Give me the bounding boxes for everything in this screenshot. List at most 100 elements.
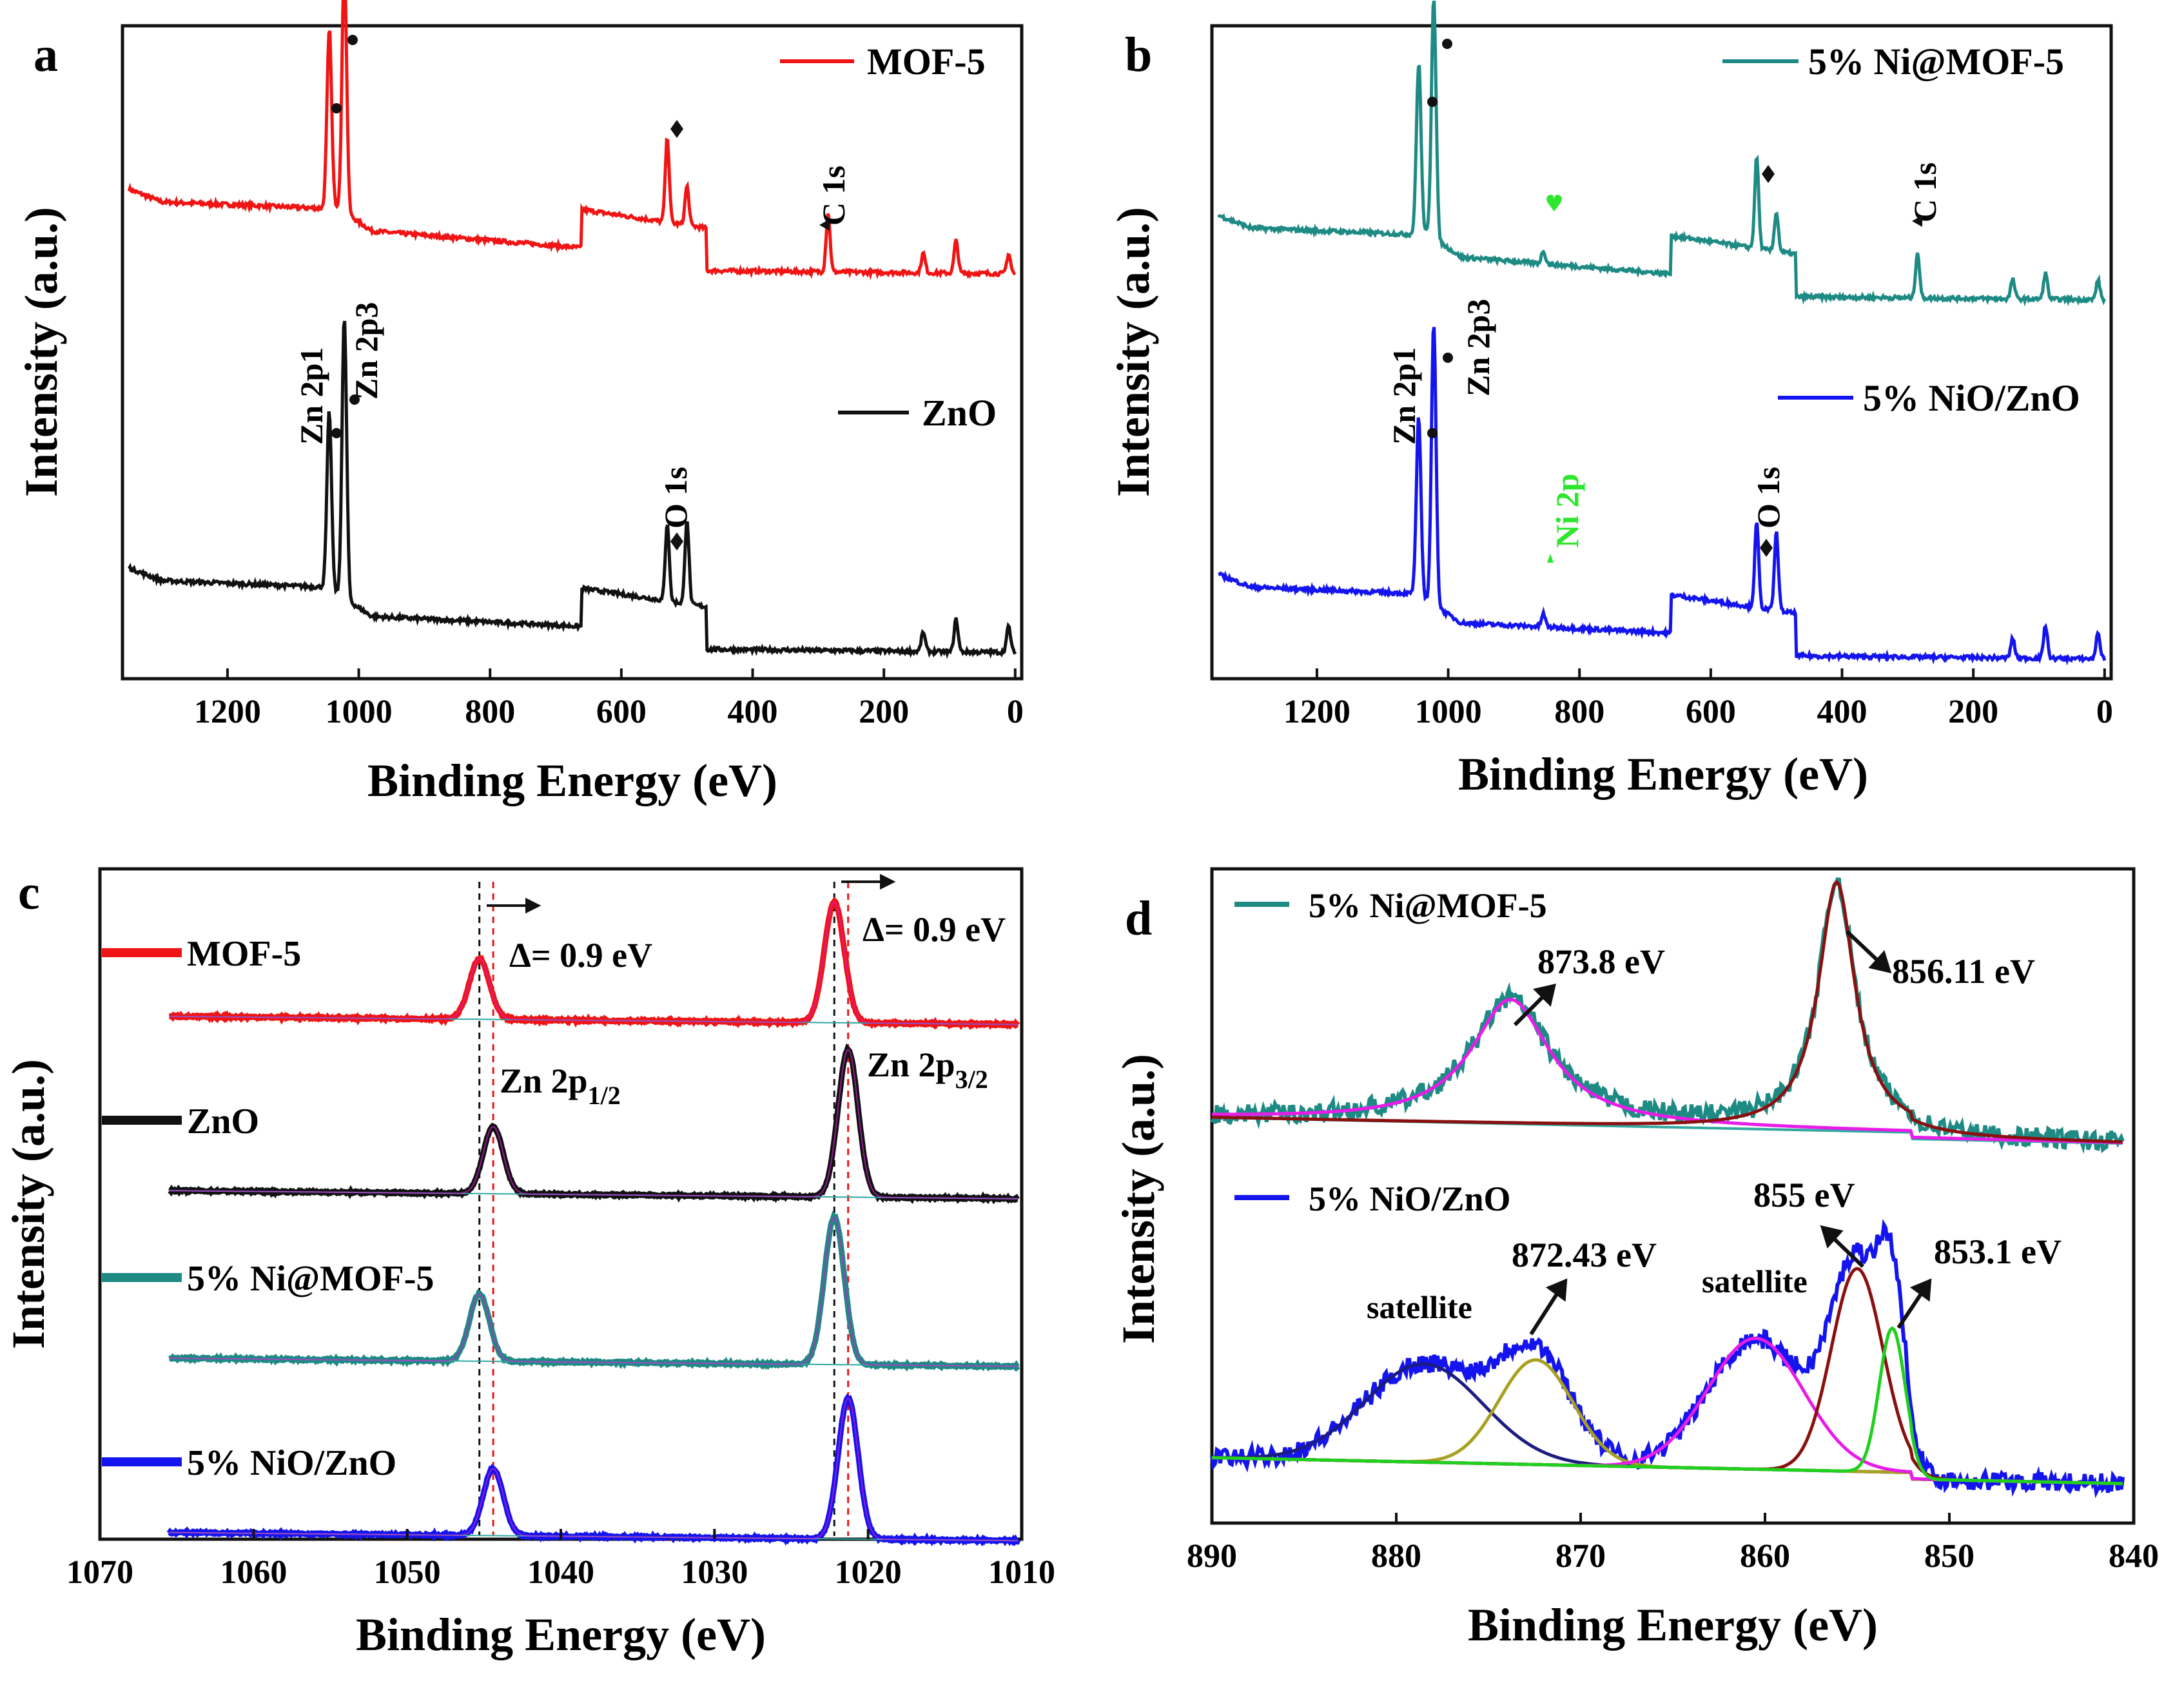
arrow-head-85611 bbox=[1868, 950, 1892, 974]
x-tick-label-d-4: 850 bbox=[1924, 1538, 1974, 1575]
peak-markers-b bbox=[1427, 39, 1922, 563]
x-ticks-a: 1200 1000 800 600 400 200 0 bbox=[194, 668, 1024, 730]
x-tick-label-c-4: 1030 bbox=[681, 1554, 748, 1591]
ann-ni2p-b: Ni 2p bbox=[1549, 474, 1585, 548]
legend-label-mof5-a: MOF-5 bbox=[867, 41, 986, 83]
series-a-0 bbox=[127, 0, 1017, 281]
marker-diamond-b1 bbox=[1762, 165, 1775, 183]
legend-label-nimof-c: 5% Ni@MOF-5 bbox=[187, 1259, 434, 1299]
panel-d: d 890 880 870 860 850 840 Binding Energy (eV)… bbox=[1113, 867, 2159, 1651]
y-axis-title-b: Intensity (a.u.) bbox=[1107, 207, 1159, 497]
arrow-line-87243 bbox=[1529, 1288, 1562, 1336]
shift-arrow-head-1 bbox=[525, 897, 541, 914]
x-tick-label-a-5: 200 bbox=[859, 694, 909, 730]
ann-85611-d: 856.11 eV bbox=[1892, 952, 2035, 991]
ann-zn2p32-main: Zn 2p bbox=[867, 1045, 955, 1084]
x-tick-label-c-1: 1060 bbox=[220, 1554, 287, 1591]
arrow-head-8531 bbox=[1909, 1278, 1932, 1302]
x-tick-label-a-6: 0 bbox=[1007, 694, 1024, 730]
x-tick-label-b-6: 0 bbox=[2096, 694, 2113, 730]
x-tick-label-c-0: 1070 bbox=[66, 1554, 133, 1591]
fit-c-2 bbox=[169, 1216, 1019, 1367]
panel-letter-b: b bbox=[1125, 28, 1152, 82]
fit-c-3 bbox=[169, 1397, 1019, 1542]
x-tick-label-b-0: 1200 bbox=[1283, 694, 1350, 730]
curves-b bbox=[1217, 0, 2107, 666]
legend-label-nio-b: 5% NiO/ZnO bbox=[1863, 377, 2080, 419]
x-axis-title-d: Binding Energy (eV) bbox=[1468, 1599, 1878, 1651]
ann-c1s-a: C 1s bbox=[815, 166, 852, 226]
x-tick-label-c-6: 1010 bbox=[988, 1554, 1055, 1591]
x-ticks-c: 1070 1060 1050 1040 1030 1020 1010 bbox=[66, 1529, 1055, 1591]
curves-d bbox=[1210, 877, 2125, 1499]
ann-delta1-c: Δ= 0.9 eV bbox=[509, 936, 652, 975]
x-tick-label-b-3: 600 bbox=[1686, 694, 1736, 730]
legend-label-nimof-d: 5% Ni@MOF-5 bbox=[1309, 886, 1547, 925]
component-d-1-4 bbox=[1211, 1326, 2123, 1486]
arrow-head-855 bbox=[1820, 1225, 1844, 1249]
marker-dot-a2 bbox=[331, 103, 342, 113]
reference-lines-c bbox=[478, 882, 850, 1536]
ann-zn2p3-a: Zn 2p3 bbox=[348, 302, 384, 400]
y-axis-title-a: Intensity (a.u.) bbox=[15, 207, 67, 497]
x-tick-label-d-3: 860 bbox=[1740, 1538, 1790, 1575]
peak-arrows-d bbox=[1513, 929, 1932, 1336]
legend-label-zno-a: ZnO bbox=[922, 392, 997, 434]
x-tick-label-c-5: 1020 bbox=[835, 1554, 902, 1591]
marker-heart-b2 bbox=[1547, 554, 1554, 563]
marker-diamond-a2 bbox=[670, 532, 683, 550]
x-axis-title-c: Binding Energy (eV) bbox=[356, 1609, 766, 1660]
marker-diamond-a1 bbox=[670, 120, 683, 138]
curves-c bbox=[166, 897, 1021, 1547]
ann-satellite2-d: satellite bbox=[1702, 1263, 1808, 1299]
marker-dot-a3 bbox=[331, 428, 342, 438]
marker-dot-b1 bbox=[1442, 39, 1452, 49]
marker-dot-a4 bbox=[349, 394, 360, 405]
shift-arrows-c bbox=[487, 873, 896, 914]
ann-zn2p1-b: Zn 2p1 bbox=[1386, 347, 1422, 445]
shift-arrow-head-2 bbox=[880, 873, 896, 890]
fit-c-1 bbox=[169, 1049, 1019, 1200]
x-tick-label-d-5: 840 bbox=[2109, 1538, 2159, 1575]
ann-o1s-a: O 1s bbox=[658, 467, 694, 529]
ann-delta2-c: Δ= 0.9 eV bbox=[863, 910, 1006, 949]
arrow-line-8531 bbox=[1896, 1288, 1926, 1329]
series-b-1 bbox=[1218, 327, 2107, 666]
x-tick-label-a-0: 1200 bbox=[194, 694, 261, 730]
series-a-1 bbox=[128, 320, 1017, 659]
arrow-line-8738 bbox=[1513, 991, 1549, 1027]
x-tick-label-c-2: 1050 bbox=[374, 1554, 441, 1591]
x-tick-label-d-2: 870 bbox=[1555, 1538, 1606, 1575]
ann-8531-d: 853.1 eV bbox=[1934, 1232, 2062, 1271]
marker-dot-b3 bbox=[1427, 428, 1438, 438]
x-axis-title-b: Binding Energy (eV) bbox=[1458, 748, 1868, 800]
ann-c1s-b: C 1s bbox=[1907, 162, 1943, 222]
plot-frame-b bbox=[1210, 24, 2113, 681]
x-tick-label-d-1: 880 bbox=[1371, 1538, 1421, 1575]
x-ticks-b: 1200 1000 800 600 400 200 0 bbox=[1283, 668, 2113, 730]
x-ticks-d: 890 880 870 860 850 840 bbox=[1187, 1513, 2159, 1575]
ann-o1s-b: O 1s bbox=[1750, 467, 1786, 529]
legend-label-mof5-c: MOF-5 bbox=[187, 934, 301, 974]
marker-dot-a1 bbox=[347, 35, 358, 45]
legend-c: MOF-5 ZnO 5% Ni@MOF-5 5% NiO/ZnO bbox=[102, 934, 434, 1483]
marker-dot-b2 bbox=[1427, 97, 1438, 107]
series-b-0 bbox=[1217, 0, 2107, 307]
component-d-1-3 bbox=[1211, 1267, 2123, 1486]
curves-a bbox=[127, 0, 1017, 659]
marker-dot-b4 bbox=[1443, 353, 1453, 363]
ann-zn2p12-c: Zn 2p1/2 bbox=[500, 1062, 621, 1110]
component-d-0-1 bbox=[1211, 880, 2123, 1144]
legend-label-nio-c: 5% NiO/ZnO bbox=[187, 1443, 396, 1483]
panel-b: b 1200 1000 800 600 400 200 0 Binding Energy (… bbox=[1107, 0, 2113, 800]
y-axis-title-c: Intensity (a.u.) bbox=[3, 1059, 54, 1349]
ann-zn2p12-sub: 1/2 bbox=[588, 1081, 621, 1110]
x-tick-label-b-2: 800 bbox=[1554, 694, 1604, 730]
plot-frame-a bbox=[121, 24, 1024, 681]
x-tick-label-c-3: 1040 bbox=[527, 1554, 594, 1591]
marker-heart-b1 bbox=[1546, 195, 1562, 211]
legend-label-nimof-b: 5% Ni@MOF-5 bbox=[1808, 41, 2064, 83]
ann-855-d: 855 eV bbox=[1753, 1176, 1855, 1214]
x-tick-label-a-3: 600 bbox=[596, 694, 647, 730]
ann-satellite1-d: satellite bbox=[1367, 1289, 1472, 1325]
